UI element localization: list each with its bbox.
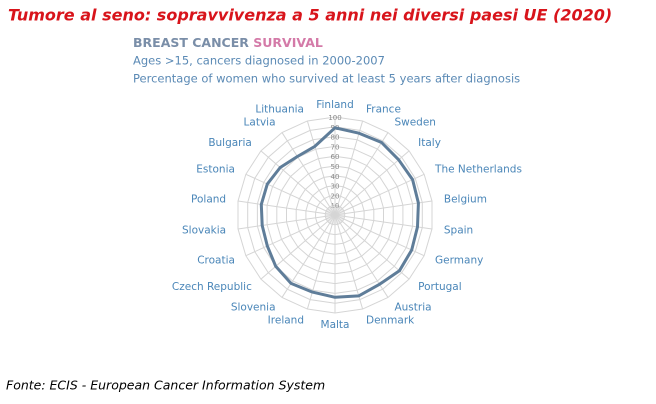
category-label: Ireland (268, 315, 304, 327)
subtitle: BREAST CANCER SURVIVAL (133, 35, 323, 50)
category-label: Malta (321, 319, 350, 331)
category-label: Latvia (244, 116, 276, 128)
spoke (334, 132, 389, 216)
spoke (245, 173, 336, 216)
category-label: Portugal (418, 281, 462, 293)
spoke (334, 173, 425, 216)
spoke (334, 214, 425, 257)
spoke (334, 214, 364, 310)
category-label: Czech Republic (172, 281, 252, 293)
category-label: Poland (191, 193, 226, 205)
category-label: France (366, 103, 401, 115)
source: Fonte: ECIS - European Cancer Informatio… (6, 378, 325, 393)
category-label: Italy (418, 137, 441, 149)
note: Ages >15, cancers diagnosed in 2000-2007 (133, 54, 385, 68)
spoke (237, 200, 336, 216)
chart-title: Tumore al seno: sopravvivenza a 5 anni n… (8, 6, 612, 25)
category-label: Denmark (366, 315, 415, 327)
subtitle-part: SURVIVAL (253, 35, 323, 50)
spoke (334, 214, 410, 280)
spoke (245, 214, 336, 257)
category-label: Germany (435, 255, 483, 267)
spoke (334, 150, 410, 216)
category-label: The Netherlands (434, 163, 522, 175)
category-label: Lithuania (255, 103, 304, 115)
subtitle-part: BREAST CANCER (133, 35, 249, 50)
spoke (334, 120, 364, 216)
spoke (334, 214, 433, 230)
category-label: Slovenia (231, 302, 276, 314)
spoke (260, 214, 336, 280)
category-label: Spain (444, 225, 473, 237)
note: Percentage of women who survived at leas… (133, 72, 520, 86)
category-label: Austria (394, 302, 431, 314)
series-line (259, 126, 420, 299)
spoke (281, 132, 336, 216)
category-label: Belgium (444, 193, 487, 205)
category-label: Bulgaria (208, 137, 252, 149)
spoke (237, 214, 336, 230)
category-label: Finland (316, 99, 354, 111)
category-label: Estonia (196, 163, 235, 175)
category-label: Sweden (394, 116, 436, 128)
spoke (306, 120, 336, 216)
category-label: Slovakia (182, 225, 226, 237)
spoke (260, 150, 336, 216)
spoke (334, 200, 433, 216)
category-label: Croatia (197, 255, 235, 267)
